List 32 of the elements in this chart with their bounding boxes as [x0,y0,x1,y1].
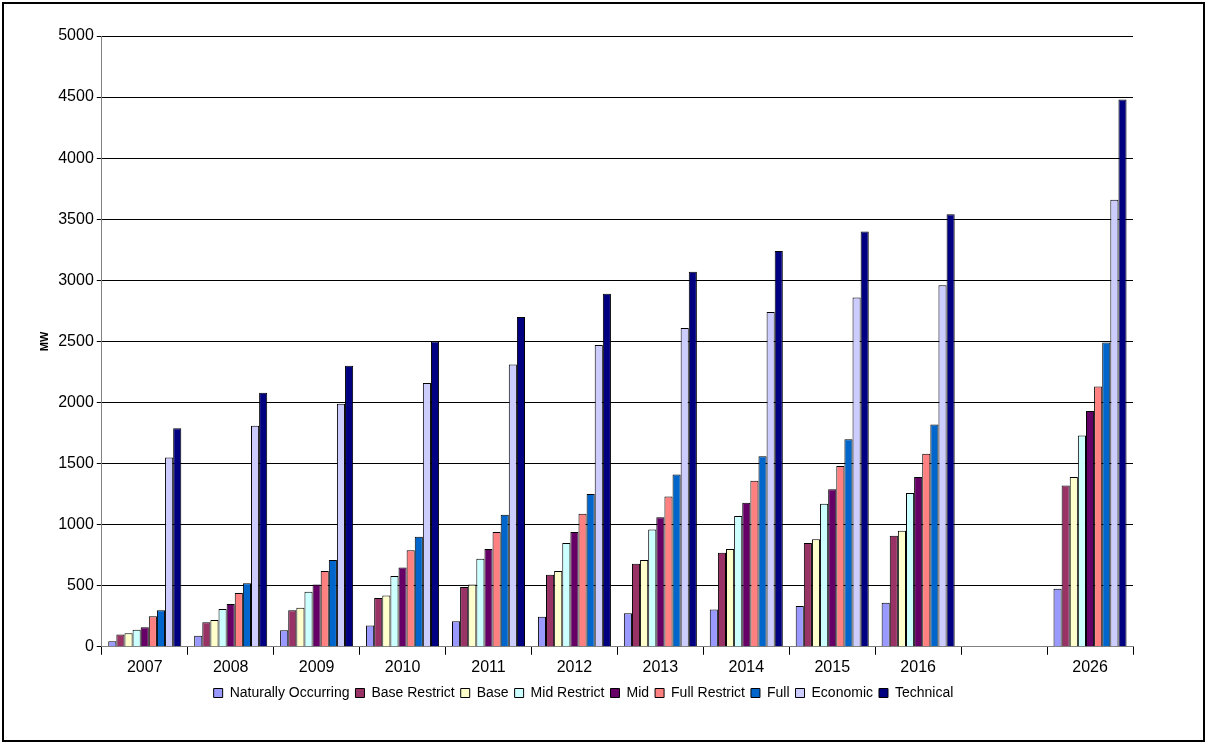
legend-label: Economic [811,683,873,700]
legend-label: Technical [894,683,954,700]
x-tick-label: 2010 [384,657,421,675]
legend-label: Full [766,683,790,700]
legend-label: Mid [626,683,650,700]
y-tick-label: 3500 [58,209,94,227]
y-tick-label: 5000 [58,26,94,44]
x-tick-label: 2008 [212,657,249,675]
y-tick-label: 4000 [58,148,94,166]
x-tick-label: 2011 [471,657,506,675]
y-tick-label: 500 [67,576,94,594]
y-tick-label: 2000 [58,392,94,410]
x-tick-label: 2016 [900,657,937,675]
legend-label: Naturally Occurring [229,683,350,700]
y-tick-label: 1500 [58,453,94,471]
x-tick-label: 2015 [814,657,851,675]
x-tick-label: 2007 [126,657,163,675]
x-tick-label: 2014 [728,657,765,675]
x-tick-label: 2009 [298,657,335,675]
y-axis-title: MW [37,331,50,352]
legend-label: Base [476,683,509,700]
y-tick-label: 0 [84,637,94,655]
y-tick-label: 1000 [58,515,94,533]
legend-label: Base Restrict [371,683,455,700]
x-tick-label: 2013 [642,657,679,675]
legend-label: Mid Restrict [530,683,605,700]
y-tick-label: 2500 [58,331,94,349]
legend-label: Full Restrict [671,683,746,700]
y-tick-label: 3000 [58,270,94,288]
y-tick-label: 4500 [58,87,94,105]
x-tick-label: 2012 [556,657,593,675]
x-tick-label: 2026 [1072,657,1108,675]
